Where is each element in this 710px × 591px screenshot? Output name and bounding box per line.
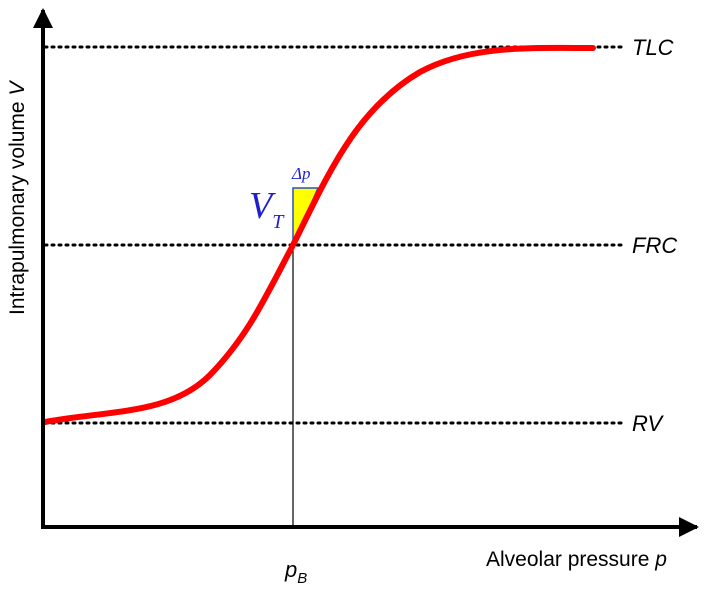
tlc-label: TLC bbox=[632, 35, 674, 60]
rv-label: RV bbox=[632, 411, 664, 436]
pb-main: p bbox=[284, 557, 297, 582]
pb-subscript: B bbox=[297, 570, 307, 587]
y-axis-label: Intrapulmonary volume V bbox=[6, 80, 29, 315]
frc-label: FRC bbox=[632, 233, 677, 258]
x-axis-title: Alveolar pressure bbox=[486, 548, 649, 571]
pressure-volume-curve bbox=[42, 44, 596, 425]
vt-label: VT bbox=[249, 185, 285, 233]
delta-p-label: Δp bbox=[291, 164, 310, 183]
vt-main: V bbox=[249, 185, 276, 227]
vt-subscript: T bbox=[272, 211, 285, 233]
pb-label: pB bbox=[284, 557, 307, 587]
y-axis-title: Intrapulmonary volume bbox=[6, 101, 29, 315]
x-axis-label: Alveolar pressure p bbox=[486, 548, 667, 571]
y-axis-variable: V bbox=[6, 80, 29, 96]
x-axis-variable: p bbox=[654, 548, 667, 571]
